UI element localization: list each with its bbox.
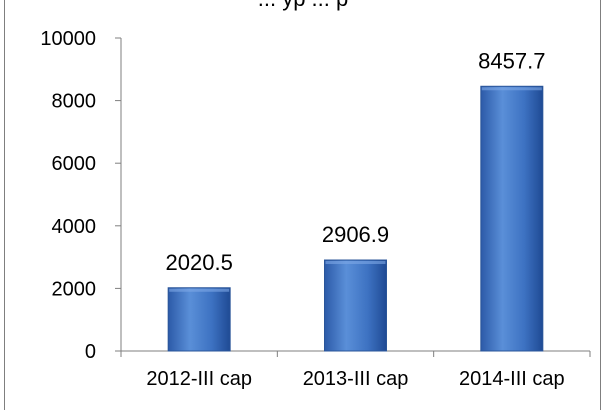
y-axis: 0 2000 4000 6000 8000 10000 bbox=[40, 28, 122, 363]
chart-frame bbox=[4, 0, 601, 410]
y-tick-label: 6000 bbox=[52, 153, 97, 175]
category-label-3: 2014-III cap bbox=[459, 368, 565, 390]
y-tick-label: 4000 bbox=[52, 216, 97, 238]
chart-title: ... yp ... p bbox=[258, 0, 348, 11]
bar-2 bbox=[324, 259, 387, 352]
bars-group bbox=[167, 85, 544, 352]
category-label-2: 2013-III cap bbox=[303, 368, 409, 390]
bar-3 bbox=[480, 85, 544, 352]
bar-highlight bbox=[325, 261, 386, 265]
bar-highlight bbox=[169, 288, 230, 292]
x-axis: 2012-III cap 2013-III cap 2014-III cap bbox=[120, 350, 591, 390]
bar-highlight bbox=[481, 87, 542, 91]
data-labels-group: 2020.5 2906.9 8457.7 bbox=[166, 48, 546, 274]
y-tick-label: 0 bbox=[85, 341, 96, 363]
y-tick-label: 2000 bbox=[52, 278, 97, 300]
y-tick-label: 8000 bbox=[52, 91, 97, 113]
y-tick-label: 10000 bbox=[40, 28, 96, 50]
bar-1 bbox=[167, 287, 231, 352]
data-label-1: 2020.5 bbox=[166, 250, 233, 275]
data-label-2: 2906.9 bbox=[322, 222, 389, 247]
data-label-3: 8457.7 bbox=[478, 48, 545, 73]
category-label-1: 2012-III cap bbox=[146, 368, 252, 390]
